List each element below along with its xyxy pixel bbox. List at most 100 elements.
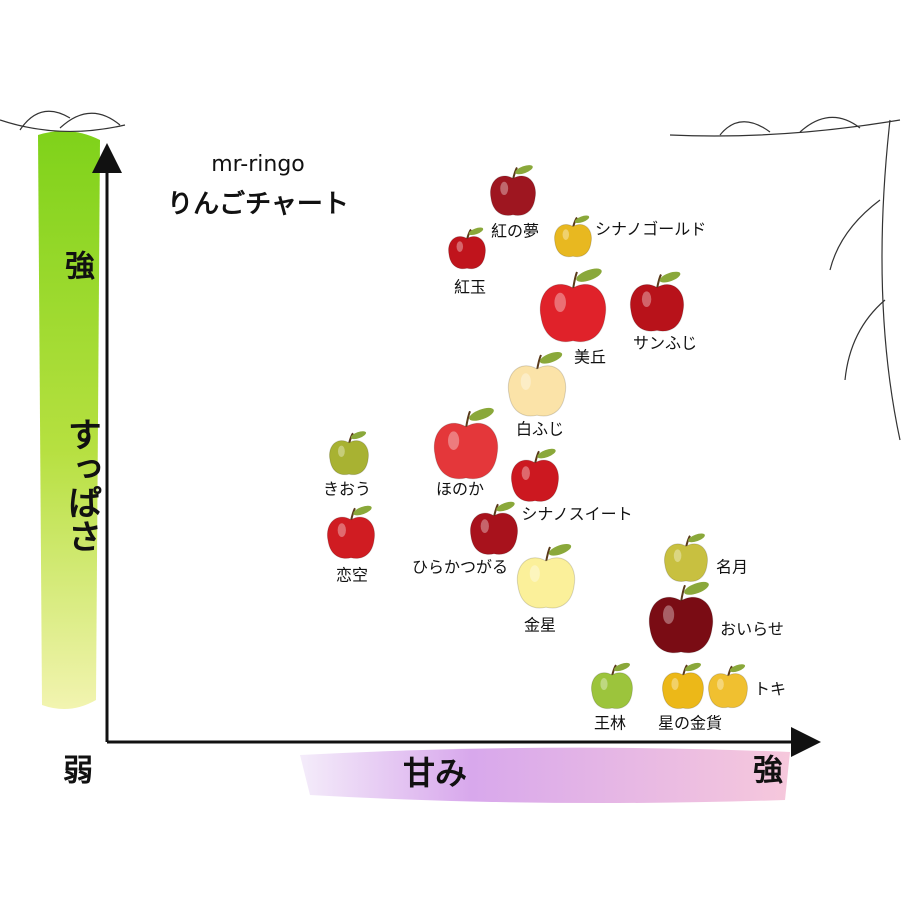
x-axis-label: 甘み bbox=[403, 754, 467, 792]
x-brush bbox=[300, 747, 790, 804]
leaf-decoration bbox=[0, 110, 901, 441]
apple-shine bbox=[641, 291, 652, 308]
apple-shine bbox=[500, 181, 509, 195]
apple-label: おいらせ bbox=[720, 620, 784, 639]
apple-leaf bbox=[684, 581, 709, 595]
apple-label: 名月 bbox=[716, 558, 748, 577]
apple-stem bbox=[545, 546, 551, 563]
apple-stem bbox=[680, 584, 686, 603]
apple-stem bbox=[493, 503, 499, 518]
apple-body bbox=[433, 422, 499, 480]
apple-shine bbox=[337, 445, 345, 457]
apple: ひらかつがる bbox=[412, 501, 519, 577]
apple: 白ふじ bbox=[507, 351, 567, 439]
apple-body bbox=[629, 284, 685, 332]
apple: シナノスイート bbox=[510, 448, 633, 524]
apple-body bbox=[448, 235, 486, 270]
apple: ほのか bbox=[433, 407, 499, 499]
apple-body bbox=[554, 223, 592, 258]
apple-label: 紅玉 bbox=[454, 278, 486, 297]
apple-body bbox=[516, 557, 576, 609]
apple: サンふじ bbox=[629, 271, 697, 353]
subtitle: りんごチャート bbox=[167, 189, 349, 220]
apple: トキ bbox=[708, 664, 786, 709]
apple-body bbox=[469, 512, 519, 555]
origin-label: 弱 bbox=[63, 754, 93, 789]
apple-leaf bbox=[537, 448, 556, 459]
apple-stem bbox=[350, 507, 356, 522]
apple-leaf bbox=[353, 505, 372, 516]
apple-leaf bbox=[350, 431, 367, 440]
apple-shine bbox=[562, 229, 570, 241]
apple-shine bbox=[673, 549, 682, 562]
apple-leaf bbox=[729, 664, 746, 673]
apple-body bbox=[708, 673, 748, 709]
apple: 金星 bbox=[516, 543, 576, 635]
apple-leaf bbox=[659, 271, 681, 283]
apple-label: きおう bbox=[323, 480, 371, 499]
apple-shine bbox=[529, 565, 540, 582]
apple: おいらせ bbox=[648, 581, 784, 654]
y-brush bbox=[38, 131, 100, 709]
apple-label: 白ふじ bbox=[516, 420, 564, 439]
apple: 星の金貨 bbox=[658, 662, 722, 733]
apple-leaf bbox=[688, 533, 705, 543]
apple-label: トキ bbox=[754, 680, 786, 699]
apple-leaf bbox=[614, 662, 630, 672]
apple-shine bbox=[663, 605, 675, 624]
apple-body bbox=[539, 283, 607, 343]
apple-body bbox=[326, 516, 376, 559]
apple-body bbox=[329, 440, 369, 476]
apple-stem bbox=[656, 274, 662, 289]
apple-stem bbox=[611, 664, 617, 677]
apple: 名月 bbox=[663, 533, 748, 582]
apple-body bbox=[663, 543, 709, 582]
apple-stem bbox=[536, 354, 542, 371]
apple-shine bbox=[554, 292, 566, 312]
apple: 紅の夢 bbox=[489, 165, 539, 241]
apple: 王林 bbox=[591, 662, 633, 733]
apple-leaf bbox=[539, 351, 563, 364]
x-high-label: 強 bbox=[753, 754, 783, 789]
apple-shine bbox=[600, 678, 608, 690]
apple-stem bbox=[572, 271, 578, 290]
apple-leaf bbox=[685, 662, 701, 672]
apple-leaf bbox=[469, 407, 494, 421]
apple-label: シナノゴールド bbox=[595, 220, 706, 239]
apple-body bbox=[591, 672, 633, 710]
apple-label: ほのか bbox=[436, 480, 484, 499]
apple-shine bbox=[480, 519, 489, 533]
y-axis-label: すっぱさ bbox=[62, 417, 102, 553]
apple-shine bbox=[520, 373, 531, 390]
apple-leaf bbox=[576, 268, 602, 282]
apple-shine bbox=[521, 466, 530, 480]
apple-label: サンふじ bbox=[633, 334, 697, 353]
apple-label: 恋空 bbox=[336, 566, 368, 585]
apple-body bbox=[507, 365, 567, 417]
apple-label: 星の金貨 bbox=[658, 714, 722, 733]
apple-label: 紅の夢 bbox=[491, 222, 539, 241]
apple-body bbox=[662, 672, 704, 710]
apple-leaf bbox=[468, 227, 484, 236]
apple-stem bbox=[534, 450, 540, 465]
apple: きおう bbox=[323, 431, 371, 499]
y-high-label: 強 bbox=[65, 250, 95, 285]
apple-leaf bbox=[574, 215, 590, 224]
apple-body bbox=[489, 175, 537, 216]
apple: 恋空 bbox=[326, 505, 376, 585]
apple-label: 金星 bbox=[524, 616, 556, 635]
apple: 紅玉 bbox=[448, 227, 486, 297]
apple: シナノゴールド bbox=[554, 215, 706, 258]
apple-label: シナノスイート bbox=[521, 505, 632, 524]
apple-stem bbox=[465, 410, 471, 429]
apple-shine bbox=[337, 523, 346, 537]
apple-stem bbox=[682, 664, 688, 677]
apple-shine bbox=[716, 678, 724, 690]
apple-label: 美丘 bbox=[574, 348, 606, 367]
title: mr-ringo bbox=[211, 152, 305, 177]
apple-body bbox=[648, 596, 714, 654]
apple-label: 王林 bbox=[594, 714, 626, 733]
apple-stem bbox=[512, 166, 518, 180]
